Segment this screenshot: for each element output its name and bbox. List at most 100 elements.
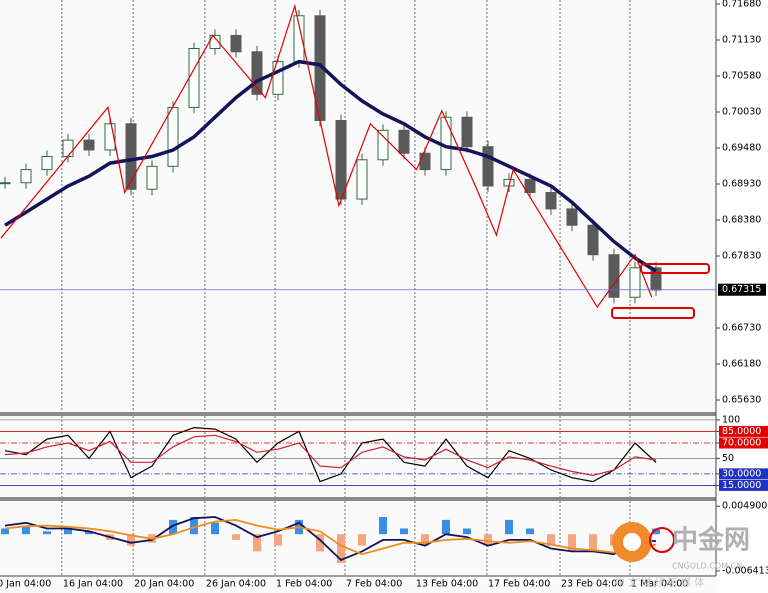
series-line <box>4 516 657 562</box>
candle <box>146 165 158 190</box>
logo-ring <box>649 527 675 553</box>
candle <box>125 123 137 190</box>
watermark-name: 中金网 <box>672 525 750 556</box>
x-tick-label: 1 Mar 04:00 <box>631 579 688 590</box>
y-tick-label: 0.70030 <box>722 107 761 118</box>
level-label-bg <box>719 425 768 437</box>
histogram-bar <box>568 534 576 552</box>
last-price-bg <box>718 283 766 296</box>
candle <box>0 182 11 185</box>
histogram-bar <box>442 519 450 535</box>
candle <box>356 159 368 200</box>
histogram-bar <box>505 519 513 535</box>
candle <box>41 156 53 171</box>
x-tick-label: 13 Feb 04:00 <box>416 579 478 590</box>
histogram-bar <box>1 528 9 535</box>
candle <box>419 152 431 171</box>
watermark: 中金网 CNGOLD.COM.CN 中 文 财 经 新 媒 体 <box>612 522 750 589</box>
series-line <box>4 434 657 477</box>
candle <box>461 116 473 148</box>
histogram-bar <box>400 528 408 535</box>
y-tick-label: 0.68930 <box>722 179 761 190</box>
candle <box>209 34 221 50</box>
histogram-bar <box>232 534 240 540</box>
y-tick-label: 30.0000 <box>722 468 761 479</box>
candle <box>545 192 557 210</box>
candle <box>587 224 599 256</box>
histogram-bar <box>211 522 219 535</box>
y-tick-label: 0.71130 <box>722 34 761 45</box>
level-label-bg <box>719 468 768 480</box>
candle <box>377 129 389 161</box>
candle <box>104 123 116 151</box>
panel-separator <box>0 497 716 501</box>
x-tick-label: 10 Jan 04:00 <box>0 579 51 590</box>
y-tick-label: 100 <box>722 414 740 425</box>
y-tick-label: 50 <box>722 453 734 464</box>
histogram-bar <box>253 534 261 552</box>
y-tick-label: 0.69480 <box>722 143 761 154</box>
histogram-bar <box>337 534 345 563</box>
x-tick-label: 1 Feb 04:00 <box>276 579 332 590</box>
candle <box>608 254 620 298</box>
histogram-bar <box>316 534 324 552</box>
watermark-slogan: 中 文 财 经 新 媒 体 <box>615 576 704 589</box>
histogram-bar <box>169 519 177 535</box>
histogram-bar <box>274 534 282 546</box>
histogram-bar <box>64 528 72 535</box>
series-line <box>4 59 657 273</box>
candle <box>398 129 410 154</box>
histogram-bar <box>358 534 366 546</box>
candle <box>272 61 284 95</box>
annotation-box <box>611 307 695 319</box>
histogram-bar <box>43 531 51 535</box>
histogram-bar <box>589 534 597 552</box>
y-tick-label: 0.65630 <box>722 395 761 406</box>
y-tick-label: 0.0049007 <box>722 501 768 512</box>
histogram-bar <box>190 517 198 535</box>
x-tick-label: 16 Jan 04:00 <box>63 579 123 590</box>
candle <box>62 139 74 158</box>
y-tick-label: 0.71680 <box>722 0 761 9</box>
y-tick-label: 0.66180 <box>722 359 761 370</box>
x-tick-label: 17 Feb 04:00 <box>488 579 550 590</box>
histogram-bar <box>484 534 492 546</box>
last-price-label: 0.67315 <box>722 284 761 295</box>
x-tick-label: 20 Jan 04:00 <box>134 579 194 590</box>
axis-area <box>716 0 768 593</box>
y-tick-label: 0.67830 <box>722 251 761 262</box>
histogram-bar <box>463 528 471 535</box>
x-tick-label: 23 Feb 04:00 <box>561 579 623 590</box>
histogram-bar <box>526 528 534 535</box>
candle <box>629 267 641 298</box>
histogram-bar <box>22 525 30 535</box>
candle <box>251 51 263 95</box>
y-tick-label: 0.70580 <box>722 70 761 81</box>
histogram-bar <box>127 534 135 546</box>
candle <box>83 139 95 151</box>
candle <box>650 267 662 291</box>
level-label-bg <box>719 479 768 491</box>
x-tick-label: 26 Jan 04:00 <box>206 579 266 590</box>
logo <box>623 533 641 551</box>
series-line <box>4 426 657 483</box>
y-tick-label: 0.66730 <box>722 323 761 334</box>
y-tick-label: 85.0000 <box>722 426 761 437</box>
y-tick-label: 70.0000 <box>722 438 761 449</box>
y-tick-label: -0.006413 <box>722 565 768 576</box>
candle <box>524 178 536 194</box>
series-line <box>0 3 653 309</box>
candle <box>20 169 32 184</box>
series-line <box>4 518 657 556</box>
annotation-box <box>640 263 710 274</box>
candle <box>167 106 179 167</box>
candle <box>335 120 347 200</box>
level-label-bg <box>719 437 768 449</box>
histogram-bar <box>547 534 555 546</box>
candle <box>482 146 494 187</box>
candle <box>230 34 242 53</box>
candle <box>188 48 200 108</box>
histogram-bar <box>652 528 660 535</box>
x-tick-label: 7 Feb 04:00 <box>346 579 402 590</box>
